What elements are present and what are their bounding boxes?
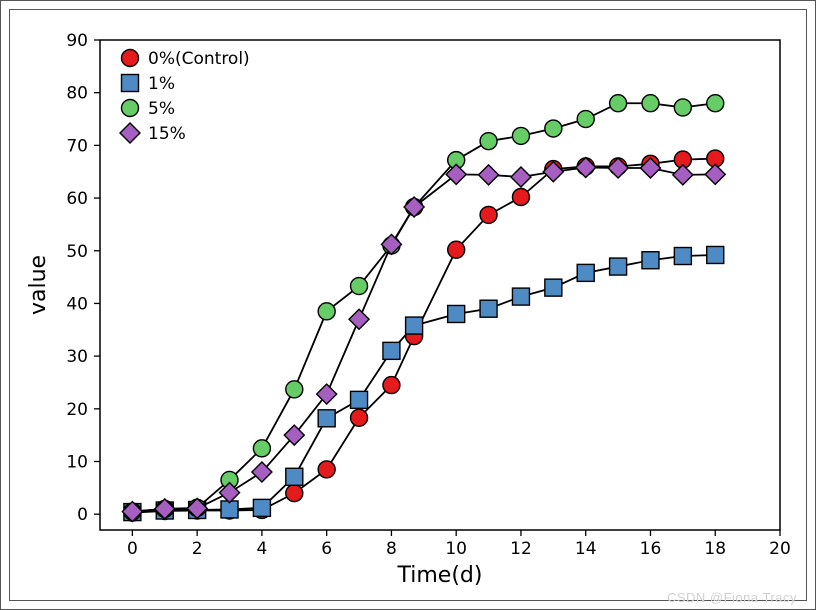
marker-square-icon: [122, 75, 139, 92]
y-tick-label: 70: [66, 136, 88, 156]
series-five: [124, 95, 724, 520]
marker-circle-icon: [351, 409, 368, 426]
marker-square-icon: [577, 264, 594, 281]
marker-diamond-icon: [317, 384, 337, 404]
legend-label-one: 1%: [148, 74, 175, 94]
marker-square-icon: [383, 342, 400, 359]
marker-circle-icon: [674, 99, 691, 116]
y-axis-label: value: [26, 255, 51, 315]
marker-circle-icon: [512, 189, 529, 206]
y-tick-label: 90: [66, 31, 88, 51]
legend-label-five: 5%: [148, 99, 175, 119]
y-tick-label: 60: [66, 189, 88, 209]
x-tick-label: 14: [575, 539, 597, 559]
x-tick-label: 6: [321, 539, 332, 559]
marker-circle-icon: [545, 120, 562, 137]
series-fifteen: [122, 158, 725, 522]
marker-circle-icon: [480, 133, 497, 150]
marker-circle-icon: [610, 95, 627, 112]
y-tick-label: 10: [66, 453, 88, 473]
legend-item-five: 5%: [122, 99, 175, 119]
series-control-line: [132, 159, 715, 513]
marker-square-icon: [642, 252, 659, 269]
y-tick-label: 0: [77, 505, 88, 525]
legend-label-fifteen: 15%: [148, 124, 186, 144]
x-tick-label: 10: [445, 539, 467, 559]
marker-circle-icon: [122, 100, 139, 117]
marker-square-icon: [512, 288, 529, 305]
outer-frame: 0 2 4 6 8 10 12 14 16 18 20 0 10 20 30 40 50 60 70 80 90 Time…: [0, 0, 816, 610]
legend-item-one: 1%: [122, 74, 175, 94]
legend: 0%(Control) 1% 5% 15%: [120, 49, 250, 144]
x-tick-label: 8: [386, 539, 397, 559]
marker-square-icon: [545, 279, 562, 296]
line-chart: 0 2 4 6 8 10 12 14 16 18 20 0 10 20 30 40 50 60 70 80 90 Time…: [10, 10, 808, 602]
marker-square-icon: [351, 391, 368, 408]
x-tick-label: 16: [640, 539, 662, 559]
y-tick-label: 40: [66, 294, 88, 314]
marker-circle-icon: [318, 461, 335, 478]
x-tick-label: 2: [192, 539, 203, 559]
x-axis-label: Time(d): [397, 563, 483, 588]
marker-circle-icon: [707, 95, 724, 112]
y-tick-label: 80: [66, 84, 88, 104]
marker-circle-icon: [318, 303, 335, 320]
y-tick-label: 30: [66, 347, 88, 367]
watermark: CSDN @Fiona Tracy: [667, 590, 797, 605]
series-one-line: [132, 255, 715, 512]
marker-diamond-icon: [511, 167, 531, 187]
marker-circle-icon: [286, 485, 303, 502]
marker-square-icon: [707, 246, 724, 263]
legend-item-fifteen: 15%: [120, 123, 186, 144]
marker-circle-icon: [448, 241, 465, 258]
marker-circle-icon: [351, 278, 368, 295]
series-control: [124, 150, 724, 521]
marker-square-icon: [253, 499, 270, 516]
legend-label-control: 0%(Control): [148, 49, 250, 69]
series-one: [124, 246, 724, 520]
marker-square-icon: [406, 317, 423, 334]
marker-circle-icon: [642, 95, 659, 112]
marker-circle-icon: [122, 50, 139, 67]
marker-diamond-icon: [349, 309, 369, 329]
x-tick-label: 18: [704, 539, 726, 559]
marker-square-icon: [480, 300, 497, 317]
marker-square-icon: [674, 248, 691, 265]
marker-square-icon: [318, 410, 335, 427]
series-five-line: [132, 103, 715, 511]
inner-frame: 0 2 4 6 8 10 12 14 16 18 20 0 10 20 30 40 50 60 70 80 90 Time…: [9, 9, 807, 601]
marker-circle-icon: [383, 377, 400, 394]
legend-item-control: 0%(Control): [122, 49, 250, 69]
marker-circle-icon: [512, 127, 529, 144]
marker-square-icon: [610, 258, 627, 275]
marker-circle-icon: [480, 206, 497, 223]
x-tick-label: 12: [510, 539, 532, 559]
marker-circle-icon: [577, 111, 594, 128]
x-tick-label: 20: [769, 539, 791, 559]
y-tick-label: 20: [66, 400, 88, 420]
marker-circle-icon: [253, 440, 270, 457]
marker-diamond-icon: [673, 165, 693, 185]
marker-circle-icon: [286, 381, 303, 398]
series-group: [122, 95, 725, 522]
marker-diamond-icon: [705, 164, 725, 184]
marker-square-icon: [286, 468, 303, 485]
marker-diamond-icon: [479, 165, 499, 185]
series-fifteen-line: [132, 168, 715, 512]
y-tick-label: 50: [66, 242, 88, 262]
x-tick-label: 4: [256, 539, 267, 559]
marker-square-icon: [448, 305, 465, 322]
x-tick-label: 0: [127, 539, 138, 559]
marker-diamond-icon: [120, 123, 140, 143]
